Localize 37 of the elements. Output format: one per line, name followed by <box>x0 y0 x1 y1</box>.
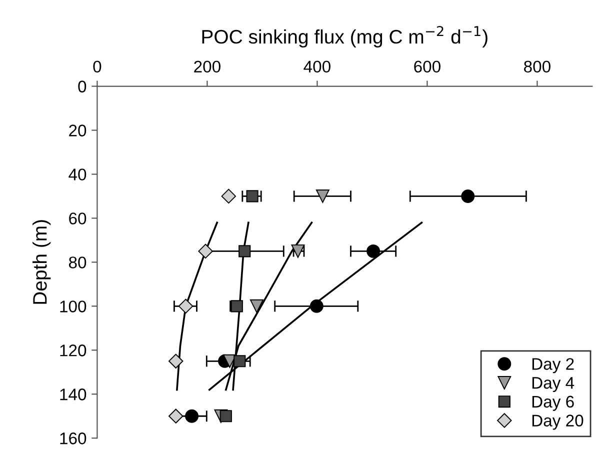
point <box>168 408 184 424</box>
x-tick-label: 0 <box>93 60 102 73</box>
legend-label: Day 6 <box>532 396 574 411</box>
point <box>168 354 184 369</box>
y-tick-label: 160 <box>60 432 86 444</box>
point <box>198 244 213 259</box>
y-tick-label: 60 <box>69 212 86 224</box>
point <box>185 409 199 423</box>
x-tick-label: 400 <box>304 60 330 73</box>
y-tick-label: 0 <box>78 80 86 92</box>
x-axis-title: POC sinking flux (mg C m$^{−2}$ d$^{−1}$) <box>202 26 488 48</box>
point <box>230 300 243 312</box>
point <box>220 410 232 422</box>
y-tick-label: 140 <box>60 388 86 400</box>
point <box>238 245 251 258</box>
y-tick-label: 120 <box>60 344 86 356</box>
y-tick-label: 100 <box>60 300 86 312</box>
point <box>316 189 330 203</box>
legend-label: Day 20 <box>532 414 584 430</box>
y-tick-label: 80 <box>68 256 86 268</box>
point <box>250 299 264 313</box>
x-tick-label: 800 <box>524 60 550 73</box>
y-tick-label: 40 <box>68 168 86 180</box>
point <box>221 188 236 204</box>
point <box>310 299 324 313</box>
point <box>223 354 236 368</box>
point <box>246 190 258 202</box>
y-axis-title: Depth (m) <box>32 220 51 304</box>
point <box>461 189 475 203</box>
point <box>234 355 246 368</box>
y-tick-label: 20 <box>69 124 86 136</box>
point <box>366 244 380 258</box>
x-tick-label: 600 <box>414 60 440 73</box>
x-tick-label: 200 <box>194 60 220 73</box>
legend-label: Day 2 <box>532 358 574 374</box>
point <box>178 298 194 314</box>
legend-label: Day 4 <box>532 377 574 392</box>
